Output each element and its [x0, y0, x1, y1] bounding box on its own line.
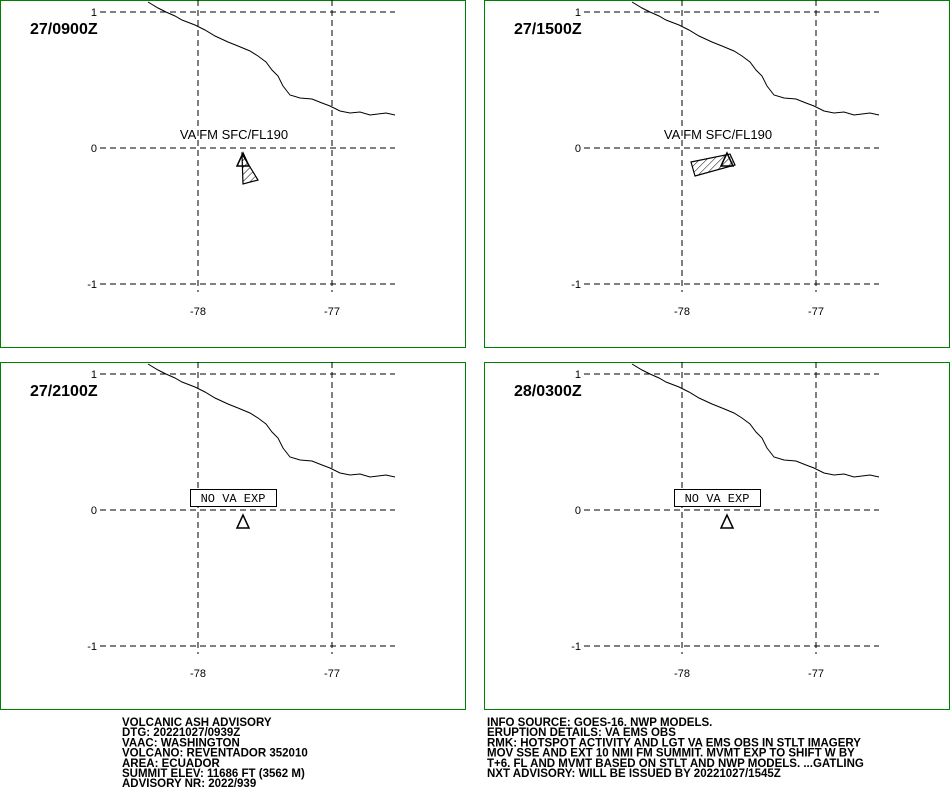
coastline	[147, 363, 396, 478]
lat-tick-label: -1	[87, 279, 97, 291]
advisory-text-line: ADVISORY NR: 2022/939	[122, 778, 256, 790]
lat-tick-label: 1	[575, 7, 581, 19]
lat-tick-label: 0	[91, 505, 97, 517]
map-panel: 1 0 -1 -78 -77 28/0300Z NO VA EXP	[484, 362, 950, 710]
panel-border	[0, 0, 466, 348]
panel-border	[484, 362, 950, 710]
panel-border	[484, 0, 950, 348]
lon-tick-label: -78	[190, 668, 206, 680]
advisory-text-line: MOV SSE AND EXT 10 NMI FM SUMMIT. MVMT E…	[487, 748, 855, 760]
annotation-box	[190, 489, 277, 507]
map-panel: 1 0 -1 -78 -77 27/0900Z VA FM SFC/FL190	[0, 0, 466, 348]
advisory-text-line: ERUPTION DETAILS: VA EMS OBS	[487, 727, 676, 739]
advisory-text-line: VOLCANIC ASH ADVISORY	[122, 717, 272, 729]
lon-tick-label: -78	[674, 306, 690, 318]
volcano-symbol	[235, 151, 251, 167]
advisory-text-line: NXT ADVISORY: WILL BE ISSUED BY 20221027…	[487, 768, 781, 780]
lat-tick-label: 1	[91, 7, 97, 19]
lat-tick-label: 1	[575, 369, 581, 381]
advisory-text-line: AREA: ECUADOR	[122, 758, 220, 770]
lat-tick-label: 0	[91, 143, 97, 155]
annotation-box	[674, 489, 761, 507]
map-panel: 1 0 -1 -78 -77 27/1500Z VA FM SFC/FL190	[484, 0, 950, 348]
lat-tick-label: -1	[571, 641, 581, 653]
coastline	[147, 1, 396, 116]
advisory-text-line: T+6. FL AND MVMT BASED ON STLT AND NWP M…	[487, 758, 864, 770]
panel-time-label: 27/2100Z	[30, 383, 98, 400]
lon-tick-label: -77	[808, 668, 824, 680]
panel-time-label: 27/0900Z	[30, 21, 98, 38]
lon-tick-label: -77	[324, 668, 340, 680]
map-panel: 1 0 -1 -78 -77 27/2100Z NO VA EXP	[0, 362, 466, 710]
lon-tick-label: -78	[190, 306, 206, 318]
panel-time-label: 27/1500Z	[514, 21, 582, 38]
panel-time-label: 28/0300Z	[514, 383, 582, 400]
lat-tick-label: -1	[571, 279, 581, 291]
ash-annotation: VA FM SFC/FL190	[664, 127, 772, 142]
advisory-text-line: VOLCANO: REVENTADOR 352010	[122, 748, 308, 760]
volcano-symbol	[719, 513, 735, 529]
ash-annotation: NO VA EXP	[685, 492, 750, 506]
volcano-symbol	[719, 151, 735, 167]
lat-tick-label: 1	[91, 369, 97, 381]
advisory-text-line: SUMMIT ELEV: 11686 FT (3562 M)	[122, 768, 305, 780]
volcano-symbol	[235, 513, 251, 529]
advisory-text-line: VAAC: WASHINGTON	[122, 737, 240, 749]
lon-tick-label: -78	[674, 668, 690, 680]
ash-area	[241, 151, 259, 185]
lon-tick-label: -77	[808, 306, 824, 318]
advisory-text-line: INFO SOURCE: GOES-16. NWP MODELS.	[487, 717, 712, 729]
coastline	[631, 363, 880, 478]
lon-tick-label: -77	[324, 306, 340, 318]
coastline	[631, 1, 880, 116]
lat-tick-label: 0	[575, 505, 581, 517]
ash-annotation: NO VA EXP	[201, 492, 266, 506]
advisory-text-line: DTG: 20221027/0939Z	[122, 727, 240, 739]
lat-tick-label: 0	[575, 143, 581, 155]
advisory-text-line: RMK: HOTSPOT ACTIVITY AND LGT VA EMS OBS…	[487, 737, 861, 749]
lat-tick-label: -1	[87, 641, 97, 653]
ash-annotation: VA FM SFC/FL190	[180, 127, 288, 142]
panel-border	[0, 362, 466, 710]
